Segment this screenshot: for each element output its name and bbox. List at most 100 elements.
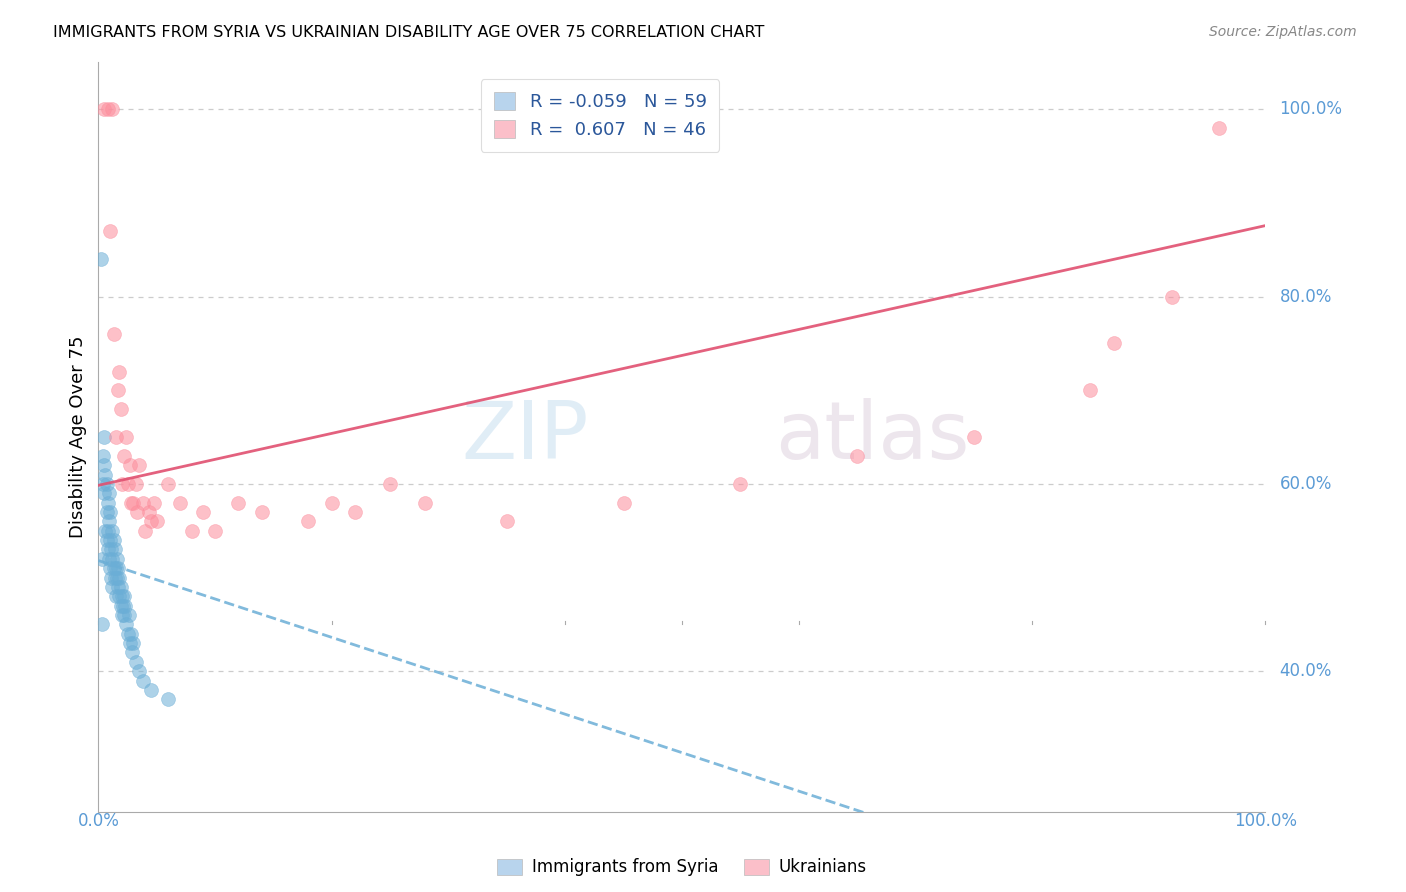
- Point: [91, 449, 114, 463]
- Point: [101, 580, 124, 594]
- Point: [413, 496, 436, 510]
- Point: [146, 514, 169, 528]
- Point: [120, 626, 142, 640]
- Point: [139, 683, 162, 698]
- Point: [118, 608, 141, 623]
- Point: [101, 524, 124, 538]
- Point: [112, 449, 135, 463]
- Text: 0.0%: 0.0%: [77, 812, 120, 830]
- Point: [101, 551, 124, 566]
- Point: [125, 655, 148, 669]
- Point: [104, 542, 127, 557]
- Point: [110, 401, 132, 416]
- Point: [107, 561, 129, 575]
- Point: [496, 514, 519, 528]
- Point: [103, 561, 125, 575]
- Point: [104, 561, 127, 575]
- Point: [138, 505, 160, 519]
- Point: [91, 476, 114, 491]
- Point: [112, 590, 135, 604]
- Point: [94, 467, 117, 482]
- Point: [1080, 384, 1102, 398]
- Point: [1208, 120, 1230, 135]
- Point: [97, 514, 120, 528]
- Point: [115, 617, 138, 632]
- Point: [103, 533, 125, 547]
- Point: [380, 476, 402, 491]
- Point: [122, 636, 145, 650]
- Point: [105, 571, 128, 585]
- Point: [104, 590, 127, 604]
- Point: [613, 496, 636, 510]
- Point: [93, 458, 115, 473]
- Point: [98, 224, 121, 238]
- Point: [180, 524, 202, 538]
- Point: [128, 458, 150, 473]
- Text: Source: ZipAtlas.com: Source: ZipAtlas.com: [1209, 25, 1357, 39]
- Point: [134, 524, 156, 538]
- Point: [110, 580, 132, 594]
- Point: [962, 430, 984, 444]
- Point: [117, 476, 139, 491]
- Legend: Immigrants from Syria, Ukrainians: Immigrants from Syria, Ukrainians: [489, 850, 875, 885]
- Point: [105, 551, 128, 566]
- Point: [157, 692, 180, 706]
- Point: [111, 476, 134, 491]
- Point: [193, 505, 215, 519]
- Point: [108, 590, 131, 604]
- Point: [112, 608, 135, 623]
- Text: IMMIGRANTS FROM SYRIA VS UKRAINIAN DISABILITY AGE OVER 75 CORRELATION CHART: IMMIGRANTS FROM SYRIA VS UKRAINIAN DISAB…: [53, 25, 765, 40]
- Point: [344, 505, 367, 519]
- Point: [1161, 289, 1184, 303]
- Text: ZIP: ZIP: [461, 398, 589, 476]
- Point: [108, 571, 131, 585]
- Point: [111, 599, 134, 613]
- Point: [730, 476, 752, 491]
- Point: [125, 505, 148, 519]
- Point: [122, 496, 145, 510]
- Point: [297, 514, 319, 528]
- Point: [90, 617, 112, 632]
- Point: [93, 486, 115, 500]
- Point: [104, 430, 127, 444]
- Point: [132, 673, 155, 688]
- Point: [115, 430, 138, 444]
- Point: [111, 608, 134, 623]
- Point: [97, 542, 120, 557]
- Point: [97, 102, 120, 116]
- Point: [110, 599, 132, 613]
- Point: [100, 542, 122, 557]
- Point: [93, 102, 115, 116]
- Point: [157, 476, 180, 491]
- Text: 40.0%: 40.0%: [1279, 662, 1331, 681]
- Point: [90, 551, 112, 566]
- Point: [118, 636, 141, 650]
- Point: [98, 561, 121, 575]
- Point: [107, 384, 129, 398]
- Point: [250, 505, 273, 519]
- Point: [98, 533, 121, 547]
- Point: [132, 496, 155, 510]
- Point: [321, 496, 343, 510]
- Point: [846, 449, 869, 463]
- Point: [120, 496, 142, 510]
- Point: [228, 496, 250, 510]
- Text: 100.0%: 100.0%: [1279, 100, 1343, 119]
- Text: 60.0%: 60.0%: [1279, 475, 1331, 493]
- Point: [90, 252, 112, 266]
- Point: [128, 664, 150, 678]
- Point: [97, 524, 120, 538]
- Point: [169, 496, 191, 510]
- Text: atlas: atlas: [775, 398, 970, 476]
- Text: 100.0%: 100.0%: [1234, 812, 1296, 830]
- Point: [96, 533, 118, 547]
- Point: [1102, 336, 1125, 351]
- Point: [125, 476, 148, 491]
- Point: [96, 505, 118, 519]
- Point: [103, 326, 125, 341]
- Text: 80.0%: 80.0%: [1279, 287, 1331, 306]
- Point: [97, 486, 120, 500]
- Point: [101, 102, 124, 116]
- Point: [97, 496, 120, 510]
- Point: [97, 551, 120, 566]
